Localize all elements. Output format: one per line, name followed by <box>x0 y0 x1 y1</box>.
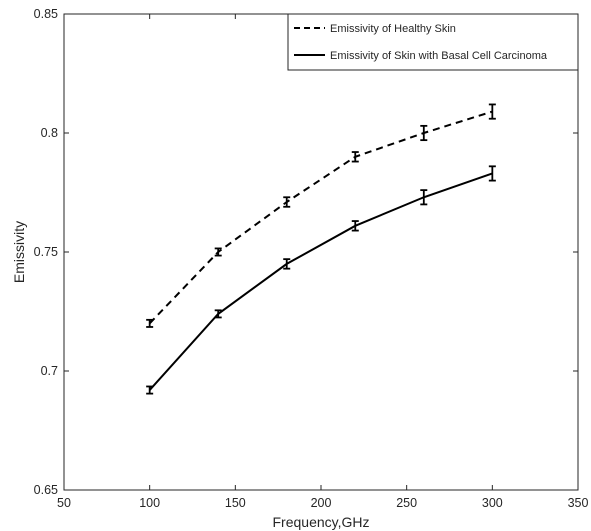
x-tick-label: 150 <box>225 496 246 510</box>
error-bar <box>146 318 154 328</box>
error-bar <box>488 103 496 120</box>
y-tick-label: 0.85 <box>34 7 58 21</box>
y-tick-label: 0.7 <box>41 364 58 378</box>
x-axis-label: Frequency,GHz <box>273 514 370 530</box>
error-bar <box>420 124 428 142</box>
x-tick-label: 50 <box>57 496 71 510</box>
error-bar <box>283 196 291 208</box>
x-tick-label: 100 <box>139 496 160 510</box>
y-tick-label: 0.8 <box>41 126 58 140</box>
y-axis-label: Emissivity <box>11 221 27 283</box>
series-layer <box>146 103 496 395</box>
y-tick-label: 0.65 <box>34 483 58 497</box>
y-axis-ticks: 0.65 0.7 0.75 0.8 0.85 <box>34 7 578 497</box>
error-bar <box>351 220 359 232</box>
error-bar <box>351 151 359 163</box>
x-tick-label: 350 <box>568 496 589 510</box>
series-line-0 <box>148 110 493 325</box>
error-bar <box>420 189 428 206</box>
error-bar <box>214 309 222 319</box>
error-bar <box>214 247 222 257</box>
legend-box <box>287 13 579 71</box>
y-tick-label: 0.75 <box>34 245 58 259</box>
x-tick-label: 250 <box>396 496 417 510</box>
error-bar <box>146 385 154 395</box>
x-tick-label: 200 <box>311 496 332 510</box>
x-tick-label: 300 <box>482 496 503 510</box>
series-line-1 <box>148 172 493 391</box>
legend-label-carcinoma: Emissivity of Skin with Basal Cell Carci… <box>330 50 548 62</box>
legend: Emissivity of Healthy Skin Emissivity of… <box>287 13 579 71</box>
legend-label-healthy: Emissivity of Healthy Skin <box>330 23 456 35</box>
plot-area <box>63 13 579 491</box>
error-bar <box>488 165 496 182</box>
error-bar <box>283 258 291 270</box>
